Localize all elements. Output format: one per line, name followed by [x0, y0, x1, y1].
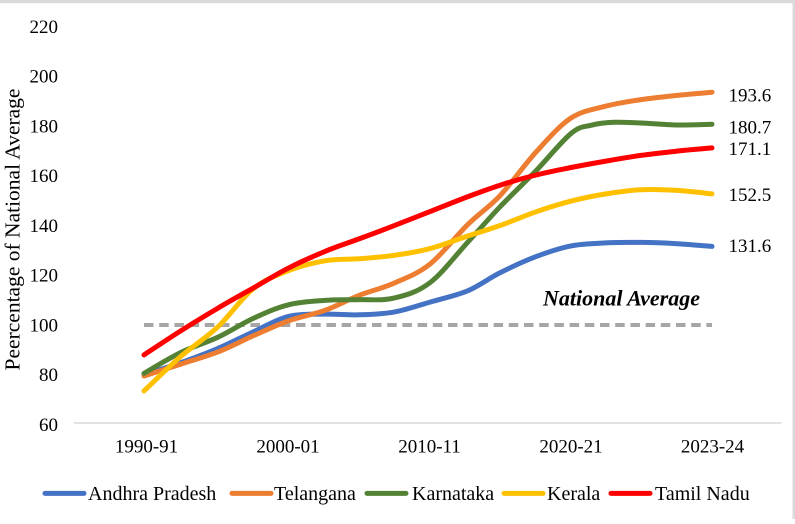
svg-text:Peercentage of National Averag: Peercentage of National Average [1, 89, 25, 371]
svg-text:2020-21: 2020-21 [539, 437, 602, 458]
svg-text:Tamil Nadu: Tamil Nadu [655, 483, 750, 505]
svg-text:1990-91: 1990-91 [115, 437, 178, 458]
svg-text:180.7: 180.7 [729, 117, 772, 138]
svg-text:80: 80 [39, 365, 58, 386]
svg-text:193.6: 193.6 [729, 85, 772, 106]
svg-text:171.1: 171.1 [729, 139, 772, 160]
svg-text:140: 140 [30, 216, 59, 237]
svg-text:2000-01: 2000-01 [256, 437, 319, 458]
svg-text:60: 60 [39, 415, 58, 436]
svg-text:152.5: 152.5 [729, 185, 772, 206]
svg-text:100: 100 [30, 315, 59, 336]
svg-text:National Average: National Average [542, 286, 700, 311]
svg-text:2010-11: 2010-11 [398, 437, 461, 458]
svg-text:200: 200 [30, 67, 59, 88]
svg-text:Kerala: Kerala [547, 483, 600, 505]
svg-text:Karnataka: Karnataka [412, 483, 494, 505]
svg-text:180: 180 [30, 116, 59, 137]
svg-text:Andhra Pradesh: Andhra Pradesh [88, 483, 216, 505]
svg-text:220: 220 [30, 17, 59, 38]
svg-text:131.6: 131.6 [729, 236, 772, 257]
svg-text:120: 120 [30, 266, 59, 287]
svg-text:160: 160 [30, 166, 59, 187]
svg-text:Telangana: Telangana [274, 483, 356, 505]
svg-text:2023-24: 2023-24 [681, 437, 745, 458]
